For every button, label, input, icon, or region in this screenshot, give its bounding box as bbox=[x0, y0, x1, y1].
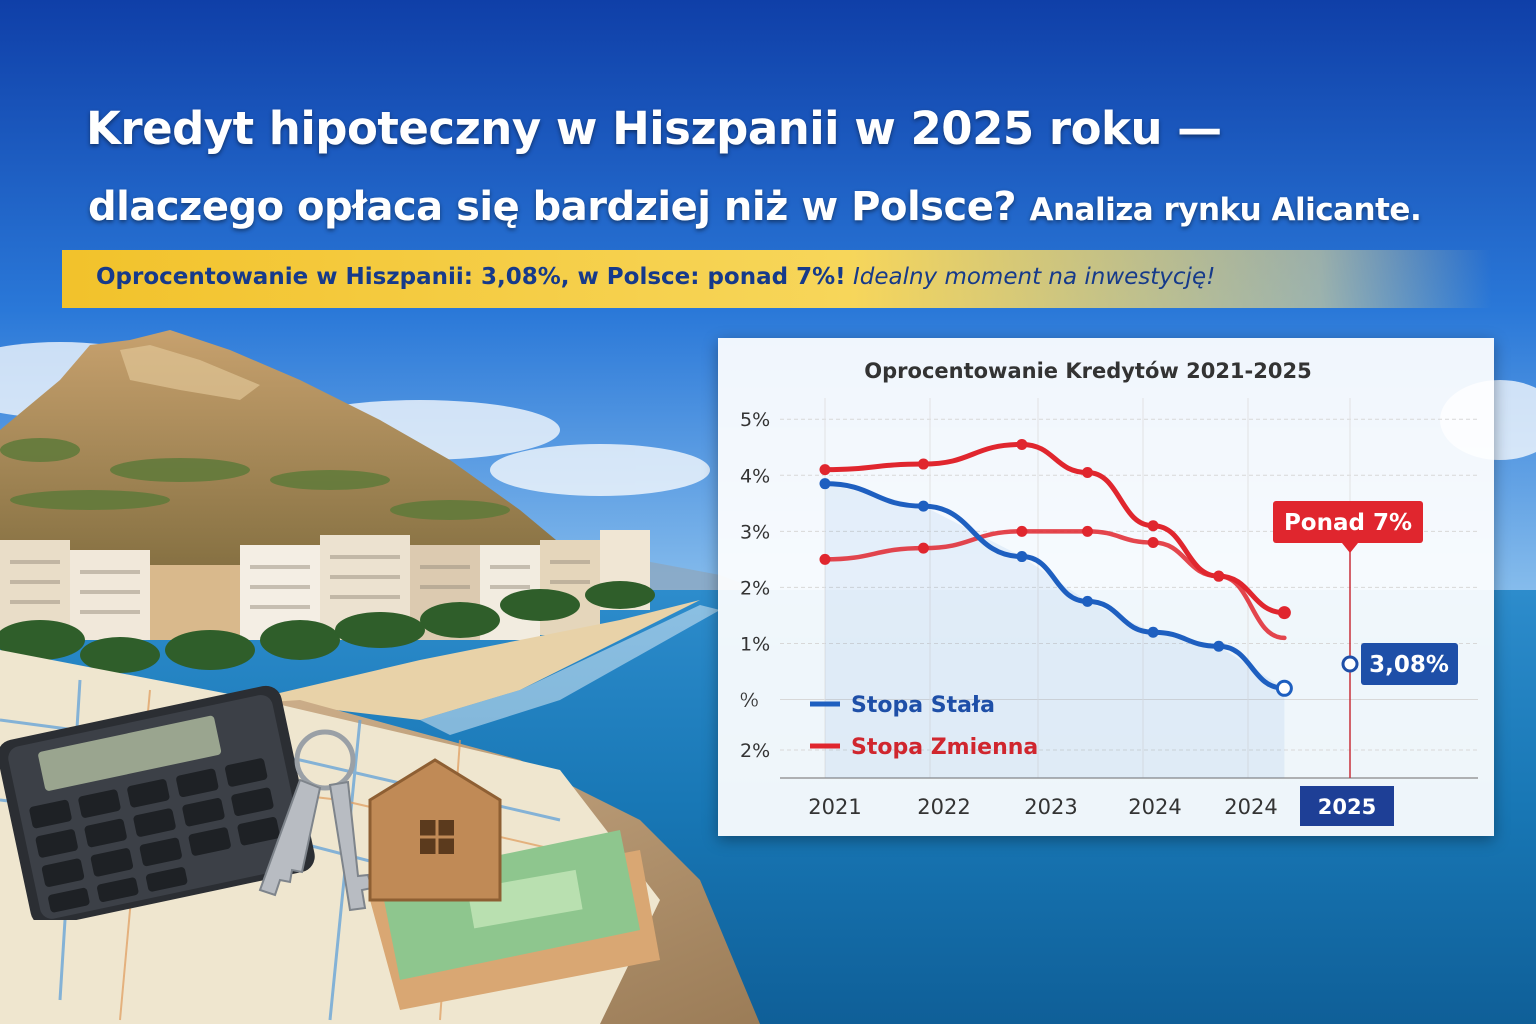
data-point-red-lower bbox=[1082, 525, 1093, 537]
x-tick-label: 2024 bbox=[1224, 795, 1277, 819]
banner-text: Oprocentowanie w Hiszpanii: 3,08%, w Pol… bbox=[96, 264, 1215, 290]
data-point-stopa-zmienna bbox=[819, 464, 831, 476]
castle-hill bbox=[0, 330, 600, 600]
calculator-icon bbox=[0, 685, 315, 920]
y-tick-label: 2% bbox=[740, 577, 770, 599]
banner-bold-text: Oprocentowanie w Hiszpanii: 3,08%, w Pol… bbox=[96, 264, 846, 290]
hill-vegetation bbox=[0, 438, 510, 520]
subtitle-main: dlaczego opłaca się bardziej niż w Polsc… bbox=[88, 184, 1017, 230]
annotation-308-dot bbox=[1341, 655, 1359, 673]
x-tick-label: 2024 bbox=[1128, 795, 1181, 819]
house-keys-icon bbox=[258, 729, 502, 912]
subtitle-secondary: Analiza rynku Alicante. bbox=[1029, 192, 1422, 228]
data-point-red-lower bbox=[819, 553, 831, 565]
line-chart: Oprocentowanie Kredytów 2021-2025 5% 4% 3% 2… bbox=[740, 359, 1478, 826]
highlight-banner bbox=[62, 250, 1492, 308]
data-point-stopa-stala bbox=[1082, 595, 1093, 607]
annotation-308-text: 3,08% bbox=[1369, 652, 1449, 678]
series-area-blue bbox=[825, 483, 1285, 778]
x-tick-highlight-box bbox=[1300, 786, 1394, 826]
y-tick-label: 2% bbox=[740, 740, 770, 762]
y-tick-label: ⁰⁄₀ bbox=[740, 690, 758, 712]
data-point-stopa-zmienna-last bbox=[1277, 606, 1291, 620]
palm-trees bbox=[0, 581, 655, 673]
x-tick-label: 2021 bbox=[808, 795, 861, 819]
annotation-ponad-7-pointer bbox=[1342, 543, 1358, 553]
surf bbox=[420, 605, 720, 735]
chart-panel: Oprocentowanie Kredytów 2021-2025 5% 4% 3% 2… bbox=[718, 338, 1494, 836]
data-point-stopa-zmienna bbox=[1016, 438, 1028, 450]
data-point-stopa-stala bbox=[917, 500, 929, 512]
annotation-308-box bbox=[1361, 643, 1458, 685]
data-point-red-lower bbox=[1147, 537, 1159, 549]
x-tick-label: 2023 bbox=[1024, 795, 1077, 819]
data-point-red-lower bbox=[1016, 525, 1028, 537]
data-point-stopa-stala bbox=[1147, 626, 1159, 638]
legend-label-stopa-zmienna: Stopa Zmienna bbox=[851, 735, 1038, 760]
data-point-stopa-zmienna bbox=[1082, 466, 1093, 478]
page-subtitle: dlaczego opłaca się bardziej niż w Polsc… bbox=[88, 184, 1422, 230]
legend-label-stopa-stala: Stopa Stała bbox=[851, 693, 995, 718]
data-point-stopa-zmienna bbox=[917, 458, 929, 470]
annotation-ponad-7-text: Ponad 7% bbox=[1284, 510, 1412, 536]
x-tick-label: 2025 bbox=[1318, 795, 1376, 819]
page-title: Kredyt hipoteczny w Hiszpanii w 2025 rok… bbox=[86, 102, 1222, 155]
y-tick-label: 1% bbox=[740, 633, 770, 655]
y-tick-label: 5% bbox=[740, 409, 770, 431]
data-point-stopa-stala bbox=[1213, 640, 1225, 652]
y-tick-label: 4% bbox=[740, 465, 770, 487]
chart-title: Oprocentowanie Kredytów 2021-2025 bbox=[864, 359, 1311, 383]
annotation-ponad-7-box bbox=[1273, 501, 1423, 543]
y-tick-label: 3% bbox=[740, 521, 770, 543]
x-tick-label: 2022 bbox=[917, 795, 970, 819]
data-point-red-lower bbox=[1213, 570, 1225, 582]
beach bbox=[250, 600, 700, 720]
data-point-stopa-zmienna bbox=[1147, 520, 1159, 532]
banner-italic-text: Idealny moment na inwestycję! bbox=[852, 264, 1216, 290]
data-point-stopa-stala bbox=[819, 478, 831, 490]
data-point-stopa-stala bbox=[1016, 551, 1028, 563]
data-point-red-lower bbox=[917, 542, 929, 554]
data-point-stopa-stala-last bbox=[1275, 679, 1293, 697]
